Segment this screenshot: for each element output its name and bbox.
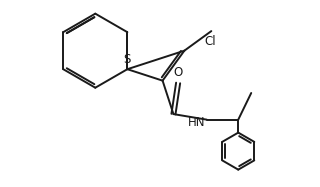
Text: HN: HN [188,116,205,129]
Text: Cl: Cl [205,35,216,48]
Text: O: O [173,66,183,79]
Text: S: S [124,53,131,66]
